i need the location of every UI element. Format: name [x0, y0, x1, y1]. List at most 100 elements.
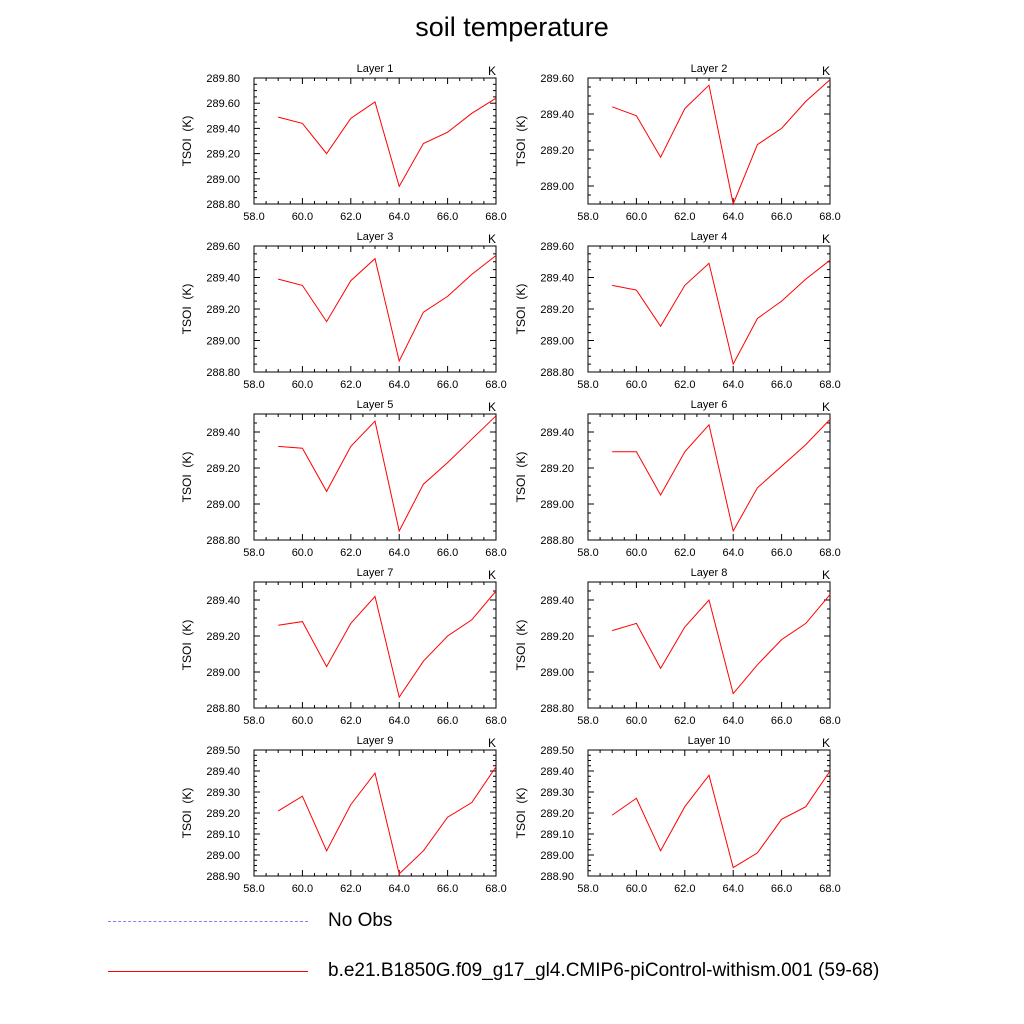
x-tick-label: 64.0 [722, 211, 743, 223]
x-tick-label: 60.0 [626, 379, 647, 391]
panel-layer-1: 58.0 60.0 62.0 64.0 66.0 68.0 288.80 289.00 289.… [180, 63, 507, 223]
y-tick-label: 288.80 [206, 367, 240, 379]
y-tick-label: 289.40 [540, 427, 574, 439]
y-tick-label: 289.60 [206, 241, 240, 253]
x-tick-label: 66.0 [437, 715, 458, 727]
y-tick-label: 289.10 [206, 829, 240, 841]
y-axis-label: TSOI (K) [514, 452, 528, 503]
x-tick-label: 64.0 [722, 547, 743, 559]
series-line [611, 770, 831, 869]
legend-item-obs: No Obs [108, 906, 392, 936]
x-tick-label: 66.0 [771, 883, 792, 895]
series-line [278, 97, 497, 188]
y-tick-label: 289.20 [540, 304, 574, 316]
y-axis-label: TSOI (K) [514, 284, 528, 335]
x-tick-label: 58.0 [577, 211, 598, 223]
x-tick-label: 58.0 [577, 715, 598, 727]
x-tick-label: 62.0 [340, 883, 361, 895]
y-tick-label: 289.40 [540, 766, 574, 778]
units-label: K [822, 736, 830, 750]
series-line [278, 415, 497, 533]
y-tick-label: 289.30 [206, 787, 240, 799]
y-tick-label: 289.40 [206, 766, 240, 778]
plot-frame [587, 77, 831, 205]
x-tick-label: 58.0 [243, 715, 264, 727]
x-tick-label: 58.0 [577, 547, 598, 559]
x-tick-label: 60.0 [626, 715, 647, 727]
y-tick-label: 289.40 [206, 273, 240, 285]
series-line [277, 766, 497, 875]
y-tick-label: 289.20 [540, 808, 574, 820]
x-tick-label: 60.0 [626, 211, 647, 223]
x-tick-label: 64.0 [722, 379, 743, 391]
y-axis-label: TSOI (K) [180, 284, 194, 335]
plot-frame [253, 581, 497, 709]
panel-title: Layer 6 [691, 399, 728, 411]
x-tick-label: 60.0 [626, 883, 647, 895]
y-tick-label: 289.40 [540, 109, 574, 121]
plot-frame [253, 413, 497, 541]
x-tick-label: 68.0 [819, 547, 840, 559]
plot-frame [587, 413, 831, 541]
x-tick-label: 62.0 [340, 379, 361, 391]
series-line [612, 79, 831, 206]
legend-label-model: b.e21.B1850G.f09_g17_gl4.CMIP6-piControl… [328, 960, 880, 981]
x-tick-label: 68.0 [485, 715, 506, 727]
y-tick-label: 289.20 [540, 463, 574, 475]
y-tick-label: 288.90 [206, 871, 240, 883]
panel-title: Layer 3 [357, 231, 394, 243]
y-tick-label: 288.80 [540, 535, 574, 547]
x-tick-label: 60.0 [292, 379, 313, 391]
units-label: K [488, 400, 496, 414]
panel-title: Layer 5 [357, 399, 394, 411]
y-tick-label: 289.20 [206, 463, 240, 475]
y-tick-label: 289.00 [540, 667, 574, 679]
x-tick-label: 60.0 [292, 211, 313, 223]
x-tick-label: 64.0 [722, 883, 743, 895]
y-tick-label: 289.40 [206, 595, 240, 607]
legend-label-obs: No Obs [328, 910, 393, 931]
y-tick-label: 289.50 [540, 745, 574, 757]
y-tick-label: 289.20 [206, 808, 240, 820]
y-tick-label: 289.10 [540, 829, 574, 841]
y-tick-label: 288.80 [540, 367, 574, 379]
x-tick-label: 68.0 [485, 379, 506, 391]
x-tick-label: 66.0 [437, 211, 458, 223]
y-tick-label: 289.00 [206, 667, 240, 679]
x-tick-label: 58.0 [243, 211, 264, 223]
y-tick-label: 289.00 [206, 850, 240, 862]
y-tick-label: 289.00 [540, 499, 574, 511]
panel-layer-9: 58.0 60.0 62.0 64.0 66.0 68.0 288.90 289.00 289.… [180, 735, 507, 895]
y-tick-label: 289.00 [206, 174, 240, 186]
x-tick-label: 62.0 [674, 883, 695, 895]
panel-layer-10: 58.0 60.0 62.0 64.0 66.0 68.0 288.90 289.00 289.… [514, 735, 841, 895]
x-tick-label: 66.0 [437, 379, 458, 391]
x-tick-label: 62.0 [674, 547, 695, 559]
y-tick-label: 289.00 [540, 181, 574, 193]
y-tick-label: 289.40 [206, 123, 240, 135]
y-tick-label: 288.80 [206, 535, 240, 547]
plot-frame [253, 245, 497, 373]
x-tick-label: 62.0 [674, 379, 695, 391]
y-tick-label: 289.20 [206, 304, 240, 316]
x-tick-label: 68.0 [819, 379, 840, 391]
x-tick-label: 60.0 [292, 547, 313, 559]
x-tick-label: 68.0 [819, 211, 840, 223]
y-tick-label: 288.80 [206, 199, 240, 211]
y-axis-label: TSOI (K) [180, 116, 194, 167]
chart-title: soil temperature [415, 12, 609, 42]
panel-layer-8: 58.0 60.0 62.0 64.0 66.0 68.0 288.80 289.00 289.… [514, 567, 841, 727]
panel-layer-2: 58.0 60.0 62.0 64.0 66.0 68.0 289.00 289.20 289.… [514, 63, 841, 223]
panel-title: Layer 7 [357, 567, 394, 579]
x-tick-label: 64.0 [388, 211, 409, 223]
units-label: K [488, 232, 496, 246]
x-tick-label: 64.0 [388, 883, 409, 895]
x-tick-label: 66.0 [771, 211, 792, 223]
y-axis-label: TSOI (K) [180, 788, 194, 839]
y-tick-label: 289.20 [540, 631, 574, 643]
legend-swatch-obs [108, 920, 308, 922]
units-label: K [822, 232, 830, 246]
x-tick-label: 64.0 [388, 547, 409, 559]
x-tick-label: 58.0 [577, 883, 598, 895]
series-line [278, 255, 497, 363]
